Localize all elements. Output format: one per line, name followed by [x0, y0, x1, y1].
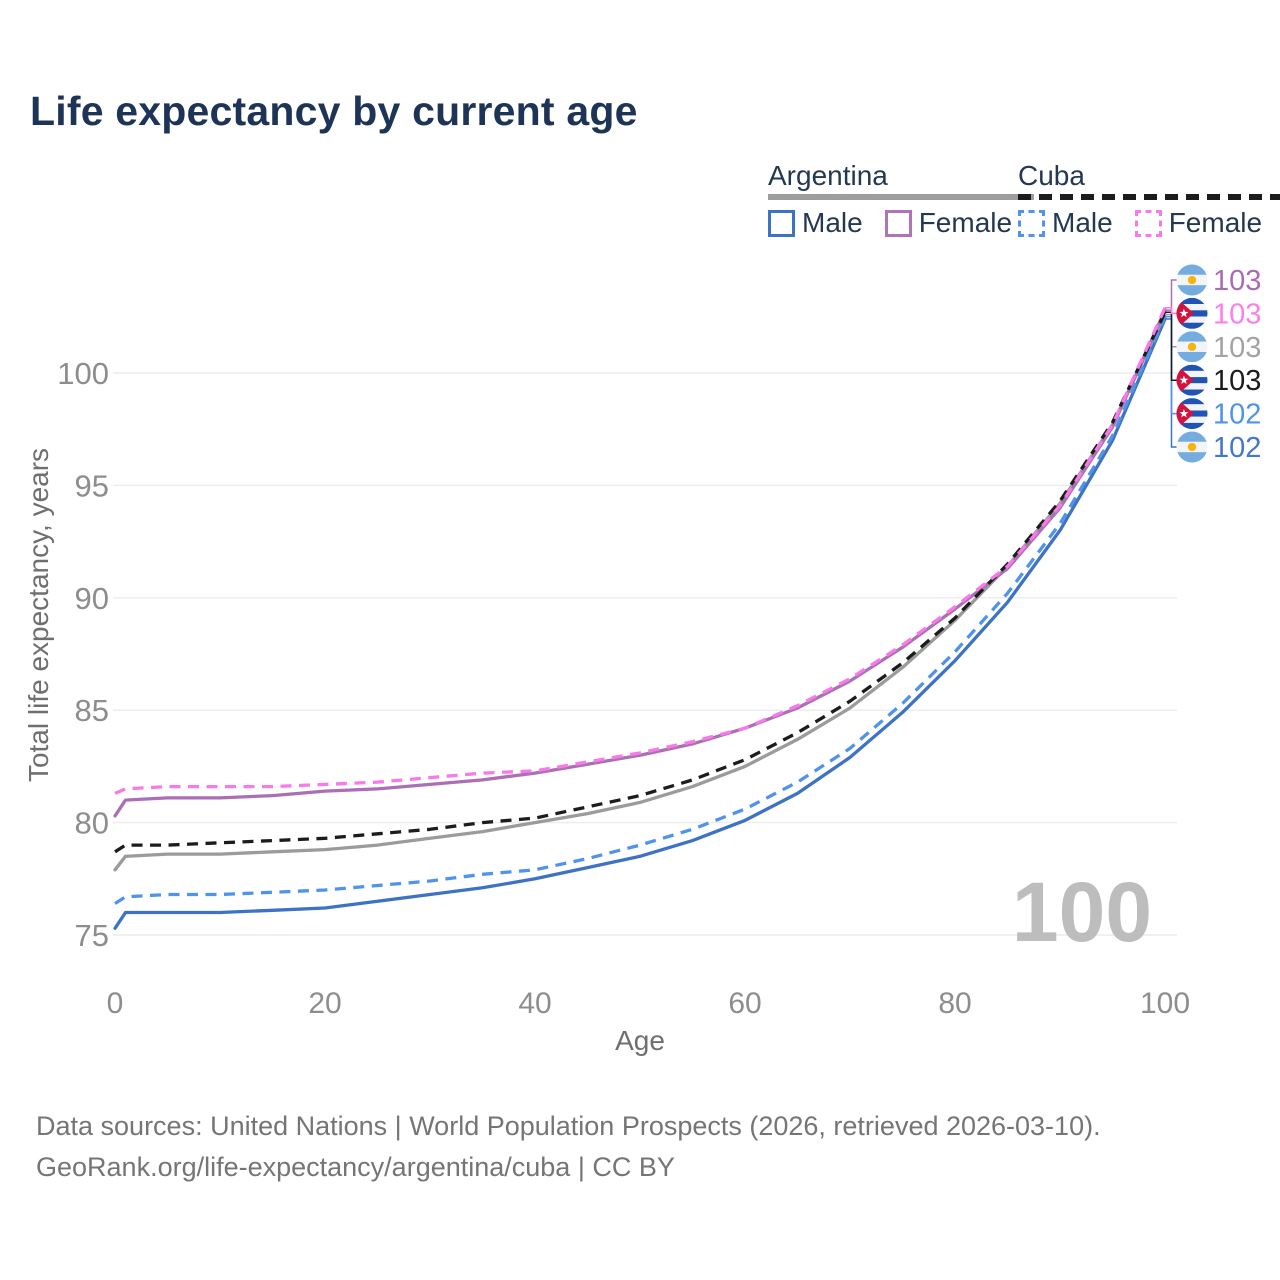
end-value-label-cuba-all: 103 [1213, 365, 1261, 397]
end-value-label-argentina-male: 102 [1213, 432, 1261, 464]
cuba-dashed-line-swatch [1018, 194, 1280, 200]
cuba-flag-icon [1176, 297, 1208, 329]
argentina-flag-icon [1176, 431, 1208, 463]
cuba-female-swatch-icon [1134, 209, 1162, 237]
page-title: Life expectancy by current age [30, 88, 638, 134]
x-tick-label: 40 [518, 987, 551, 1020]
series-line-cuba-all [114, 311, 1167, 854]
series-line-argentina-male [113, 317, 1167, 930]
y-tick-label: 75 [75, 918, 109, 953]
end-value-label-argentina-all: 103 [1213, 332, 1261, 364]
y-tick-label: 95 [75, 468, 109, 503]
legend-item-argentina-male[interactable]: Male [768, 207, 863, 239]
legend-item-label: Female [918, 207, 1013, 238]
legend-group-cuba: Cuba Male Female [1018, 161, 1280, 239]
legend-country-label-cuba: Cuba [1018, 160, 1085, 191]
cuba-male-swatch-icon [1018, 209, 1045, 237]
series-line-cuba-male [114, 316, 1167, 905]
legend-country-label-argentina: Argentina [768, 160, 888, 191]
y-tick-label: 85 [75, 693, 109, 728]
x-axis-title: Age [615, 1025, 665, 1056]
x-tick-label: 80 [938, 987, 971, 1020]
legend-item-cuba-male[interactable]: Male [1018, 207, 1113, 239]
legend-group-argentina: Argentina Male Female [768, 160, 1035, 239]
legend-item-argentina-female[interactable]: Female [884, 207, 1013, 239]
x-tick-label: 20 [308, 987, 341, 1020]
end-label-connector-cuba-female [1165, 307, 1177, 315]
cuba-flag-icon [1176, 398, 1208, 430]
footer-data-sources: Data sources: United Nations | World Pop… [36, 1111, 1101, 1141]
argentina-flag-icon [1176, 331, 1208, 363]
chart-legend: Argentina Male Female Cuba Male [0, 161, 1280, 241]
y-tick-label: 90 [75, 581, 109, 616]
end-value-label-cuba-female: 103 [1213, 298, 1261, 330]
end-label-connector-cuba-all [1165, 311, 1177, 381]
argentina-male-swatch-icon [768, 209, 795, 237]
x-tick-label: 0 [107, 987, 124, 1020]
legend-item-label: Male [1052, 207, 1113, 238]
cuba-flag-icon [1176, 364, 1208, 396]
y-tick-label: 100 [57, 356, 109, 391]
y-tick-label: 80 [75, 806, 109, 841]
y-axis-title: Total life expectancy, years [23, 448, 54, 782]
series-line-cuba-female [114, 307, 1167, 795]
x-tick-label: 100 [1140, 987, 1190, 1020]
argentina-female-swatch-icon [884, 209, 912, 237]
footer: Data sources: United Nations | World Pop… [36, 1106, 1101, 1188]
end-value-label-cuba-male: 102 [1213, 399, 1261, 431]
legend-item-cuba-female[interactable]: Female [1134, 207, 1263, 239]
end-value-label-argentina-female: 103 [1213, 265, 1261, 297]
legend-item-label: Male [802, 207, 863, 238]
end-label-connector-argentina-female [1165, 279, 1177, 311]
footer-attribution[interactable]: GeoRank.org/life-expectancy/argentina/cu… [36, 1152, 675, 1182]
x-tick-label: 60 [728, 987, 761, 1020]
argentina-solid-line-swatch [768, 194, 1035, 200]
watermark-age-counter: 100 [1012, 865, 1152, 959]
argentina-flag-icon [1176, 264, 1208, 296]
legend-item-label: Female [1168, 207, 1263, 238]
